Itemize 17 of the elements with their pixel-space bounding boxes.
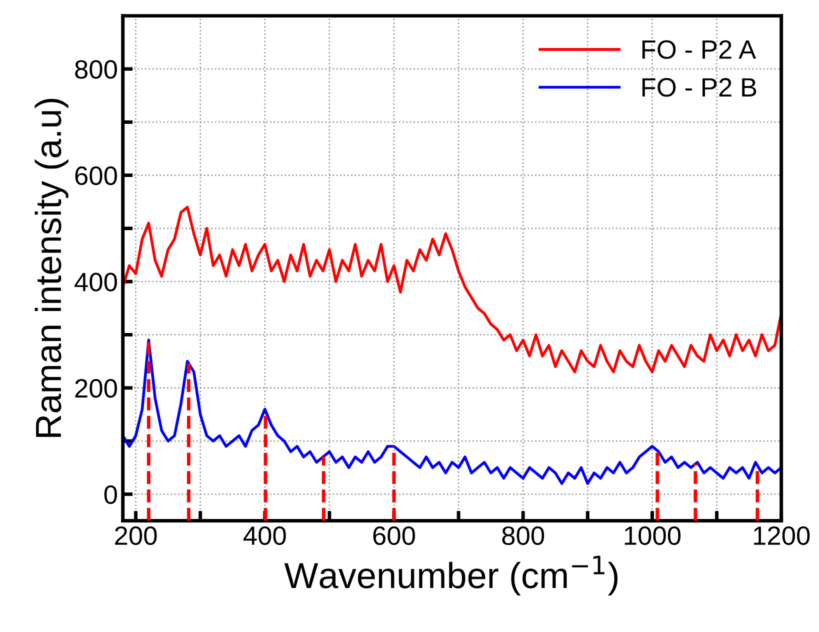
x-tick-label: 1200 <box>754 526 810 546</box>
y-tick-label: 800 <box>75 60 117 79</box>
legend-label: FO - P2 B <box>642 78 756 97</box>
x-tick-label: 1000 <box>624 526 681 546</box>
x-tick-label: 400 <box>243 526 286 546</box>
y-tick-label: 400 <box>74 272 117 292</box>
y-tick-label: 0 <box>104 485 117 504</box>
line-series <box>122 206 782 374</box>
y-tick-label: 200 <box>75 379 117 398</box>
x-tick-label: 800 <box>502 526 544 546</box>
y-axis-title: Raman intensity (a.u) <box>34 98 68 437</box>
x-tick-label: 200 <box>115 526 157 546</box>
x-tick-label: 600 <box>373 526 415 546</box>
line-series <box>122 338 782 485</box>
legend-label: FO - P2 A <box>642 40 756 59</box>
x-axis-title: Wavenumber (cm$^{−1}$) <box>284 556 618 596</box>
y-tick-label: 600 <box>75 166 117 186</box>
